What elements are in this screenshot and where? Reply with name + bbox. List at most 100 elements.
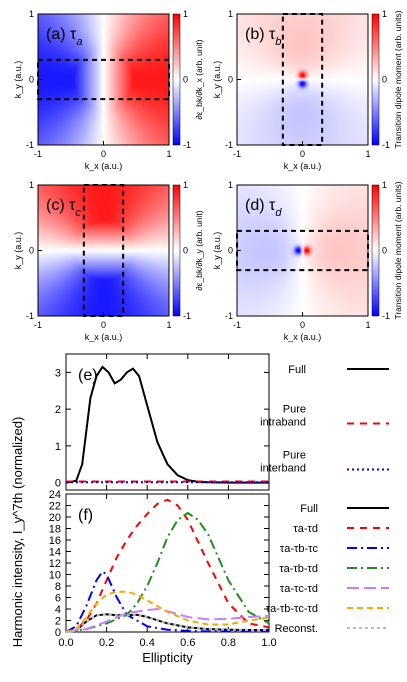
series-line-3	[65, 511, 270, 633]
x-axis-label: Ellipticity	[142, 650, 193, 665]
y-tick-label: 2	[55, 616, 61, 628]
x-tick-label-b: -1	[233, 149, 241, 159]
colorbar-tick-c: -1	[183, 311, 191, 321]
x-tick-label-d: 0	[300, 320, 305, 330]
colorbar-tick-a: -1	[183, 140, 191, 150]
colorbar-label-b: Transition dipole moment (arb. units)	[393, 10, 403, 148]
x-tick-label: 1.0	[261, 637, 276, 649]
panel-label-b: (b) τb	[245, 26, 281, 48]
x-tick-label-b: 1	[365, 149, 370, 159]
map-image-b	[237, 14, 368, 145]
y-tick-label: 18	[49, 524, 61, 536]
legend-label-5: τa-τb-τc-τd	[266, 603, 318, 615]
panel-label-sub-a: a	[76, 36, 82, 48]
colorbar-tick-a: 1	[183, 9, 188, 19]
y-tick-label: 1	[55, 441, 61, 453]
y-tick-label: 6	[55, 593, 61, 605]
colorbar-tick-d: 1	[382, 180, 387, 190]
y-tick-label-a: 1	[29, 9, 34, 19]
x-axis-label-a: k_x (a.u.)	[85, 161, 123, 171]
y-tick-label: 3	[55, 367, 61, 379]
x-tick-label: 0.6	[180, 637, 195, 649]
legend-label-2: τa-τb-τc	[280, 543, 319, 555]
y-tick-label: 12	[49, 558, 61, 570]
y-tick-label-d: 1	[228, 180, 233, 190]
y-axis-label-c: k_y (a.u.)	[13, 232, 23, 270]
x-tick-label-d: -1	[233, 320, 241, 330]
y-tick-label-d: -1	[225, 311, 233, 321]
series-line-0	[65, 365, 269, 484]
y-tick-label: 0	[55, 478, 61, 490]
legend-label-2: Pure	[283, 450, 306, 462]
y-tick-label-d: 0	[228, 246, 233, 256]
legend-label-0: Full	[288, 364, 306, 376]
panel-label: (e)	[78, 367, 98, 384]
y-tick-label: 24	[49, 489, 61, 501]
y-tick-label-b: 0	[228, 75, 233, 85]
y-axis-label-a: k_y (a.u.)	[13, 61, 23, 99]
series-line-6	[65, 613, 269, 633]
x-tick-label-a: 1	[166, 149, 171, 159]
map-image-c	[38, 185, 169, 316]
colorbar-a	[172, 13, 181, 146]
colorbar-tick-b: -1	[382, 140, 390, 150]
y-tick-label: 2	[55, 404, 61, 416]
x-tick-label-d: 1	[365, 320, 370, 330]
map-image-d	[237, 185, 368, 316]
x-tick-label-c: -1	[34, 320, 42, 330]
colorbar-tick-a: 0	[183, 75, 188, 85]
x-tick-label-b: 0	[300, 149, 305, 159]
selection-box-d	[236, 229, 369, 272]
y-tick-label: 4	[55, 604, 61, 616]
legend-label-6: Reconst.	[275, 623, 318, 635]
colorbar-b	[371, 13, 380, 146]
colorbar-tick-b: 1	[382, 9, 387, 19]
colorbar-tick-d: 0	[382, 246, 387, 256]
y-tick-label: 10	[49, 570, 61, 582]
x-tick-label-a: -1	[34, 149, 42, 159]
x-tick-label: 0.8	[221, 637, 236, 649]
series-line-4	[65, 607, 270, 633]
x-tick-label-c: 0	[101, 320, 106, 330]
series-line-1	[65, 498, 270, 633]
x-tick-label: 0.2	[99, 637, 114, 649]
colorbar-label-d: Transition dipole moment (arb. units)	[393, 181, 403, 319]
y-tick-label: 0	[55, 627, 61, 639]
colorbar-label-c: ∂ε_bk/∂k_y (arb. unit)	[194, 210, 204, 290]
y-tick-label: 14	[49, 547, 61, 559]
map-image-a	[38, 14, 169, 145]
y-tick-label-b: 1	[228, 9, 233, 19]
panel-label-sub-d: d	[275, 207, 282, 219]
x-tick-label-a: 0	[101, 149, 106, 159]
x-tick-label: 0.4	[140, 637, 155, 649]
y-axis-label-d: k_y (a.u.)	[212, 232, 222, 270]
colorbar-tick-b: 0	[382, 75, 387, 85]
y-tick-label-a: 0	[29, 75, 34, 85]
x-axis-label-c: k_x (a.u.)	[85, 332, 123, 342]
x-axis-label-d: k_x (a.u.)	[284, 332, 322, 342]
selection-box-a	[37, 58, 170, 101]
y-tick-label: 20	[49, 512, 61, 524]
colorbar-tick-c: 0	[183, 246, 188, 256]
panel-label: (f)	[78, 507, 93, 524]
panel-label-sub-b: b	[275, 36, 281, 48]
x-axis-label-b: k_x (a.u.)	[284, 161, 322, 171]
colorbar-tick-c: 1	[183, 180, 188, 190]
y-tick-label-c: -1	[26, 311, 34, 321]
shared-ylabel: Harmonic intensity, I_y^7th (normalized)	[10, 417, 25, 648]
y-tick-label: 22	[49, 501, 61, 513]
x-tick-label: 0.0	[58, 637, 73, 649]
plot-frame	[65, 353, 270, 491]
legend-label-2: interband	[260, 463, 306, 475]
y-tick-label-c: 0	[29, 246, 34, 256]
panel-label-c: (c) τc	[46, 197, 81, 219]
legend-label-1: intraband	[260, 417, 306, 429]
legend-label-3: τa-τb-τd	[279, 563, 318, 575]
colorbar-label-a: ∂ε_bk/∂k_x (arb. unit)	[194, 39, 204, 119]
legend-label-1: Pure	[283, 404, 306, 416]
